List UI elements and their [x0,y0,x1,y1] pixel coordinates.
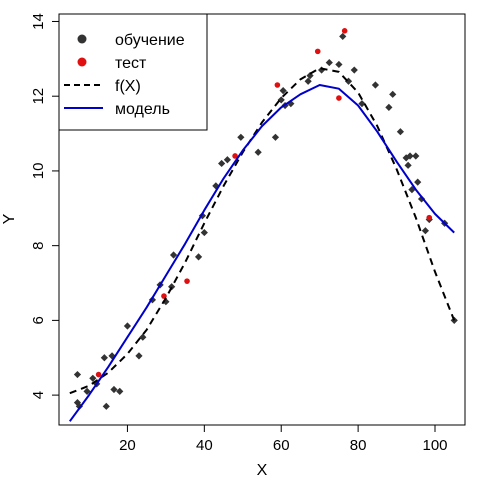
training-point [148,296,157,304]
x-axis-label: X [257,462,268,479]
training-point [194,253,203,261]
y-tick-label: 4 [30,391,47,399]
y-tick-label: 6 [30,316,47,324]
training-point [162,298,170,306]
legend-label-model: модель [115,101,170,118]
legend-label-fx: f(X) [115,78,141,95]
training-point [102,402,110,410]
training-point [169,251,178,259]
training-point [404,161,412,169]
test-point [95,371,102,378]
training-point [123,322,132,330]
training-point [271,133,280,141]
training-point [414,178,422,186]
y-tick-label: 12 [30,88,47,105]
test-point [314,48,321,55]
training-point [83,387,91,395]
training-point [317,66,326,74]
y-tick-label: 14 [30,13,47,30]
training-point [287,100,295,108]
training-point [100,354,108,362]
test-point [274,82,281,88]
x-tick-label: 100 [422,437,447,454]
legend-label-test: тест [115,55,147,72]
legend-box [58,13,208,131]
test-point [341,28,348,34]
legend-symbol-test [77,57,87,67]
legend-label-training: обучение [115,32,185,49]
training-point [350,66,358,74]
training-point [200,228,208,237]
training-point [396,128,405,136]
model-curve [68,84,455,422]
training-point [335,60,343,69]
training-point [325,58,333,67]
training-point [135,352,143,360]
test-point [336,95,342,101]
training-point [389,90,397,98]
training-point [89,374,97,382]
test-point [426,214,433,221]
legend-symbol-training [77,34,87,44]
training-point [168,283,176,291]
training-point [412,152,420,160]
true-function-curve [69,67,456,395]
training-point [304,77,312,85]
training-point [73,398,82,407]
training-point [421,227,429,235]
training-point [223,156,231,164]
training-point [279,86,287,95]
plot-frame [58,13,466,426]
training-point [218,159,226,168]
series-layer [68,28,458,422]
training-point [73,370,82,379]
test-point [232,153,238,159]
y-tick-label: 8 [30,241,47,249]
training-point [254,148,262,156]
training-point [371,81,380,89]
y-axis-label: Y [1,213,18,224]
training-point [110,385,118,394]
x-tick-label: 60 [273,437,290,454]
training-point [358,100,366,108]
training-point [339,32,347,41]
test-point [184,278,190,284]
legend: обучение тест f(X) модель [58,13,208,131]
training-point [116,387,124,395]
training-point [139,333,147,341]
axes-layer: 20 40 60 80 100 4 6 8 10 12 14 [30,13,448,454]
training-point [108,352,116,360]
y-tick-label: 10 [30,163,47,180]
training-point [277,96,285,104]
x-tick-label: 80 [350,437,367,454]
training-point [406,152,414,160]
training-point [237,133,245,141]
training-point [385,103,393,112]
x-tick-label: 20 [119,437,136,454]
x-tick-label: 40 [196,437,213,454]
